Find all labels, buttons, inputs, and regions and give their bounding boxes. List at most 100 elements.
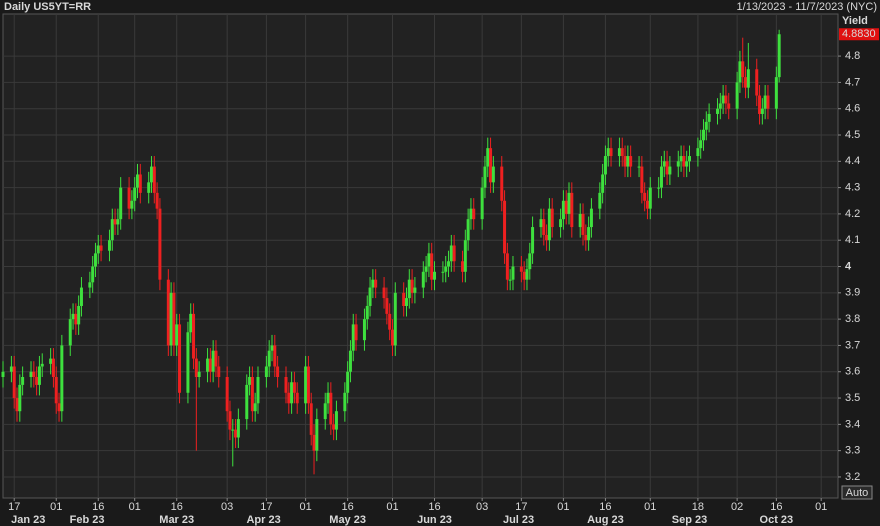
candle-body <box>766 95 770 109</box>
candle-body <box>696 148 700 157</box>
y-tick-label: 3.3 <box>845 445 860 457</box>
candle-body <box>643 192 647 201</box>
x-tick-label: 03 <box>221 501 233 513</box>
candle-body <box>640 166 644 193</box>
month-label: Apr 23 <box>246 514 280 526</box>
candle-body <box>461 261 465 272</box>
candle-body <box>491 166 495 183</box>
candle-body <box>135 174 139 188</box>
candle-body <box>500 166 504 201</box>
candle-body <box>245 384 249 420</box>
candle-body <box>295 392 299 404</box>
candle-body <box>15 398 19 412</box>
candle-body <box>96 245 100 254</box>
candle-body <box>236 419 240 438</box>
candle-body <box>29 371 33 377</box>
candle-body <box>348 350 352 372</box>
candle-body <box>645 200 649 209</box>
candle-body <box>138 174 142 193</box>
x-tick-label: 01 <box>644 501 656 513</box>
x-tick-label: 01 <box>557 501 569 513</box>
candle-body <box>264 366 268 377</box>
candle-body <box>292 382 296 393</box>
candle-body <box>304 366 308 404</box>
candle-body <box>758 95 762 114</box>
candle-body <box>12 366 16 399</box>
x-tick-label: 02 <box>731 501 743 513</box>
x-tick-label: 16 <box>428 501 440 513</box>
y-tick-label: 3.9 <box>845 287 860 299</box>
candle-body <box>57 403 61 412</box>
candle-body <box>648 187 652 209</box>
candle-body <box>273 345 277 367</box>
candle-body <box>539 219 543 228</box>
y-tick-label: 4.2 <box>845 208 860 220</box>
candle-body <box>735 82 739 109</box>
candle-body <box>18 384 22 412</box>
candle-body <box>197 371 201 377</box>
candle-body <box>702 129 706 141</box>
candle-body <box>334 411 338 430</box>
month-label: Aug 23 <box>587 514 624 526</box>
candle-body <box>116 219 120 225</box>
candle-body <box>744 77 748 88</box>
candle-body <box>522 271 526 280</box>
candle-body <box>466 219 470 241</box>
x-tick-label: 18 <box>692 501 704 513</box>
month-label: Jul 23 <box>503 514 534 526</box>
candle-body <box>581 213 585 235</box>
candle-body <box>402 292 406 306</box>
candle-body <box>371 279 375 288</box>
candle-body <box>685 161 689 167</box>
candle-body <box>250 377 254 412</box>
auto-button-label[interactable]: Auto <box>846 487 869 499</box>
candle-body <box>172 292 176 346</box>
candle-body <box>578 213 582 228</box>
candle-body <box>192 313 196 359</box>
candle-body <box>626 156 630 167</box>
candle-body <box>452 245 456 262</box>
candle-body <box>93 253 97 267</box>
candle-body <box>178 324 182 393</box>
x-tick-label: 17 <box>260 501 272 513</box>
x-tick-label: 16 <box>92 501 104 513</box>
candle-body <box>687 156 691 162</box>
candle-body <box>231 429 235 431</box>
x-tick-label: 01 <box>129 501 141 513</box>
y-tick-label: 3.5 <box>845 392 860 404</box>
candle-body <box>248 377 252 385</box>
candle-body <box>1 371 5 377</box>
candle-body <box>326 392 330 404</box>
candle-body <box>545 234 549 241</box>
candle-body <box>21 377 25 385</box>
candle-body <box>309 403 313 435</box>
candle-body <box>127 187 131 209</box>
candle-body <box>486 148 490 167</box>
candle-body <box>542 219 546 235</box>
candle-body <box>441 271 445 273</box>
month-label: Mar 23 <box>159 514 194 526</box>
y-tick-label: 4.3 <box>845 182 860 194</box>
candle-body <box>287 392 291 404</box>
candle-body <box>483 166 487 188</box>
candle-body <box>598 192 602 209</box>
candle-body <box>424 266 428 272</box>
candle-body <box>152 166 156 193</box>
candle-body <box>329 392 333 425</box>
candle-body <box>421 271 425 288</box>
month-label: Jun 23 <box>417 514 452 526</box>
candle-body <box>385 298 389 314</box>
candle-body <box>668 166 672 175</box>
candle-body <box>158 208 162 280</box>
candle-body <box>774 77 778 109</box>
x-tick-label: 16 <box>342 501 354 513</box>
candle-body <box>564 200 568 214</box>
month-label: Jan 23 <box>11 514 45 526</box>
candle-body <box>637 166 641 168</box>
y-axis-label: Yield <box>842 15 868 27</box>
candle-body <box>166 279 170 346</box>
candle-body <box>382 287 386 299</box>
candle-body <box>186 332 190 393</box>
auto-button[interactable] <box>841 485 873 500</box>
candle-body <box>511 266 515 280</box>
